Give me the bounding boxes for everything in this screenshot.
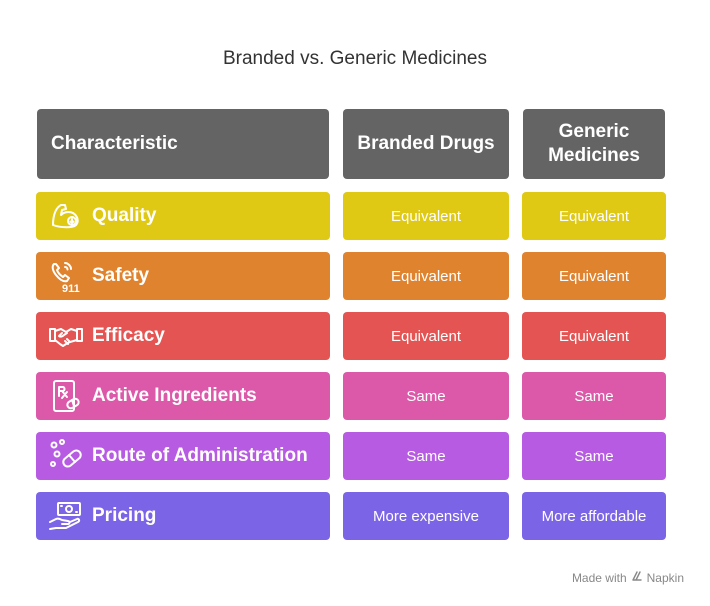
money-hand-icon <box>48 498 84 534</box>
flexed-arm-icon <box>48 198 84 234</box>
row-label-text: Efficacy <box>92 325 165 346</box>
header-generic-medicines: Generic Medicines <box>523 109 665 179</box>
row-label-route-of-administration: Route of Administration <box>36 432 330 480</box>
branded-value-quality: Equivalent <box>343 192 509 240</box>
generic-value-quality: Equivalent <box>522 192 666 240</box>
branded-value-active-ingredients: Same <box>343 372 509 420</box>
footer-text: Made with <box>571 570 627 585</box>
row-label-safety: 911 Safety <box>36 252 330 300</box>
branded-value-pricing: More expensive <box>343 492 509 540</box>
emergency-phone-911-icon: 911 <box>48 258 84 294</box>
branded-value-efficacy: Equivalent <box>343 312 509 360</box>
generic-value-pricing: More affordable <box>522 492 666 540</box>
row-label-text: Quality <box>92 205 157 226</box>
header-branded-drugs: Branded Drugs <box>343 109 509 179</box>
row-label-quality: Quality <box>36 192 330 240</box>
row-label-efficacy: Efficacy <box>36 312 330 360</box>
handshake-icon <box>48 318 84 354</box>
pills-icon <box>48 438 84 474</box>
branded-value-route-of-administration: Same <box>343 432 509 480</box>
generic-value-efficacy: Equivalent <box>522 312 666 360</box>
generic-value-route-of-administration: Same <box>522 432 666 480</box>
diagram-title: Branded vs. Generic Medicines <box>222 48 487 69</box>
prescription-icon <box>48 378 84 414</box>
row-label-text: Route of Administration <box>92 445 308 466</box>
napkin-logo-icon <box>631 570 643 585</box>
branded-value-safety: Equivalent <box>343 252 509 300</box>
header-characteristic: Characteristic <box>37 109 329 179</box>
row-label-active-ingredients: Active Ingredients <box>36 372 330 420</box>
generic-value-safety: Equivalent <box>522 252 666 300</box>
row-label-text: Active Ingredients <box>92 385 257 406</box>
footer-brand: Napkin <box>646 570 684 585</box>
made-with-napkin-footer: Made with Napkin <box>572 570 684 585</box>
row-label-text: Safety <box>92 265 150 286</box>
generic-value-active-ingredients: Same <box>522 372 666 420</box>
row-label-pricing: Pricing <box>36 492 330 540</box>
svg-text:911: 911 <box>62 283 80 294</box>
row-label-text: Pricing <box>92 505 157 526</box>
